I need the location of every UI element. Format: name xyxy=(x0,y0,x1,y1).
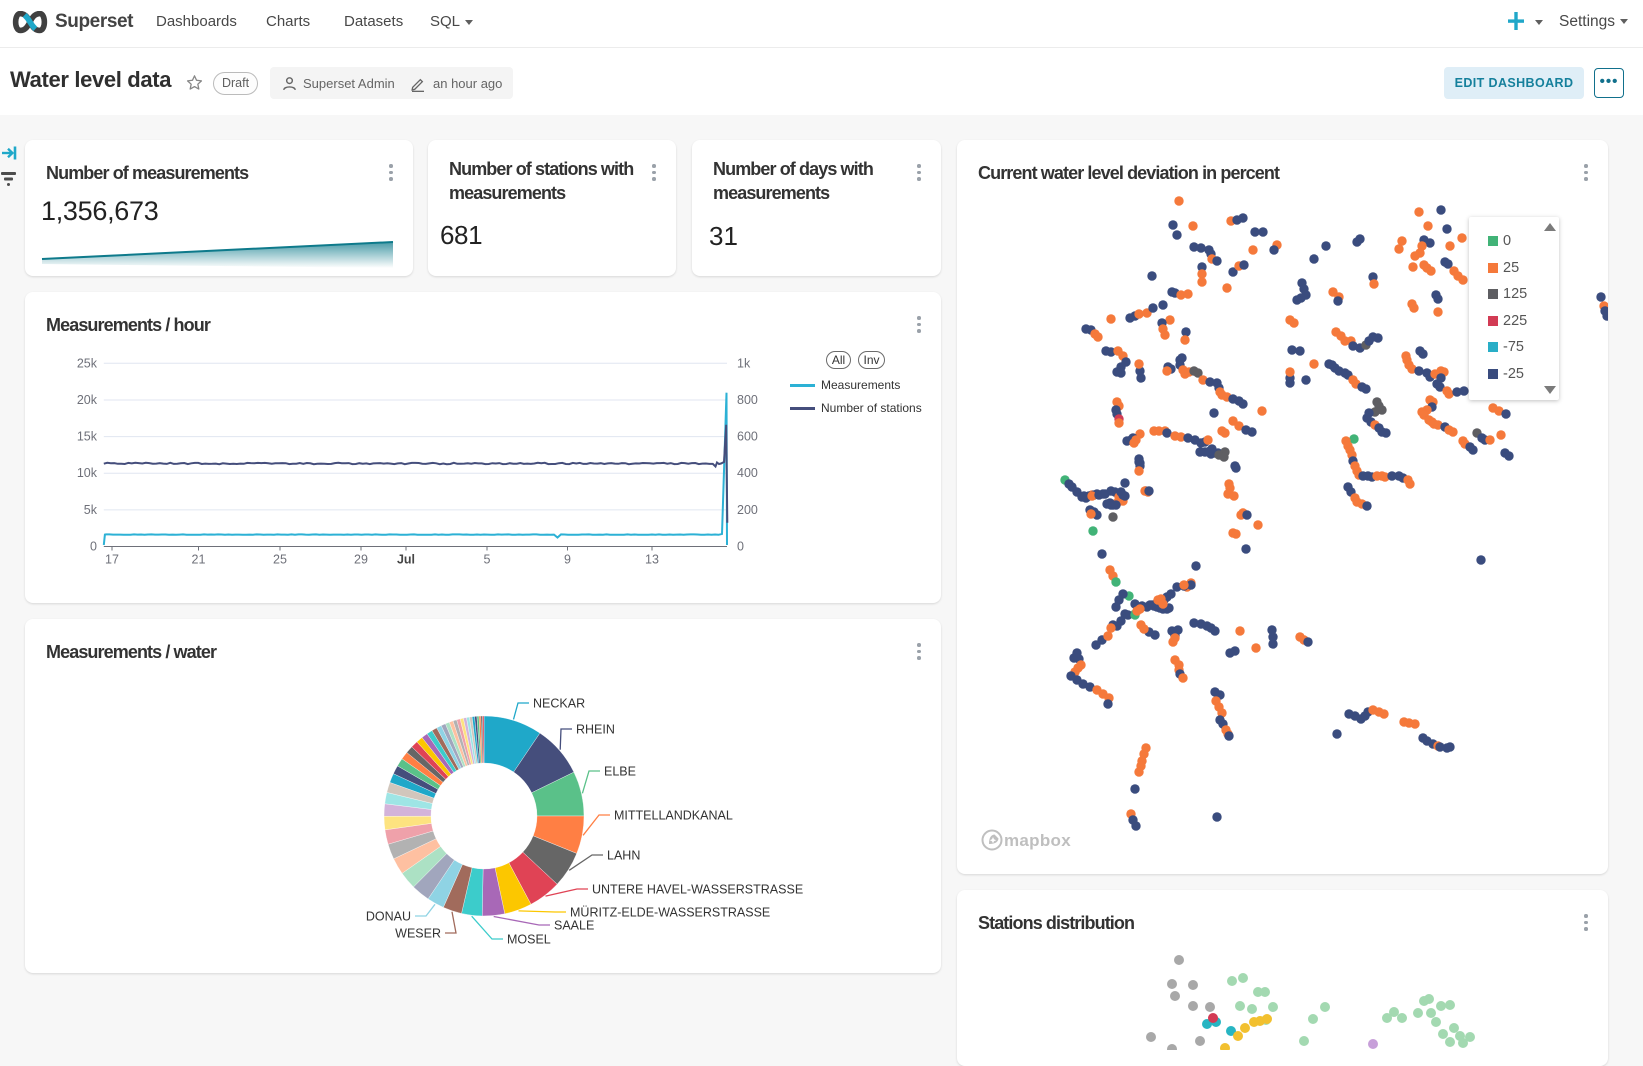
svg-text:400: 400 xyxy=(737,466,758,480)
svg-text:13: 13 xyxy=(645,553,659,567)
svg-text:SAALE: SAALE xyxy=(554,919,594,933)
svg-text:9: 9 xyxy=(564,553,571,567)
svg-text:0: 0 xyxy=(737,540,744,554)
svg-text:MOSEL: MOSEL xyxy=(507,933,551,947)
svg-text:10k: 10k xyxy=(77,466,98,480)
svg-text:25k: 25k xyxy=(77,356,98,370)
svg-text:mapbox: mapbox xyxy=(1004,831,1071,850)
svg-text:21: 21 xyxy=(192,553,206,567)
svg-text:RHEIN: RHEIN xyxy=(576,723,615,737)
svg-text:29: 29 xyxy=(354,553,368,567)
svg-text:15k: 15k xyxy=(77,430,98,444)
svg-text:Jul: Jul xyxy=(397,553,415,567)
svg-text:UNTERE HAVEL-WASSERSTRASSE: UNTERE HAVEL-WASSERSTRASSE xyxy=(592,883,803,897)
svg-text:5: 5 xyxy=(484,553,491,567)
svg-text:MÜRITZ-ELDE-WASSERSTRASSE: MÜRITZ-ELDE-WASSERSTRASSE xyxy=(570,906,770,920)
svg-text:LAHN: LAHN xyxy=(607,849,640,863)
svg-text:ELBE: ELBE xyxy=(604,765,636,779)
svg-text:800: 800 xyxy=(737,393,758,407)
svg-text:25: 25 xyxy=(273,553,287,567)
svg-text:200: 200 xyxy=(737,503,758,517)
svg-text:WESER: WESER xyxy=(395,927,441,941)
svg-text:17: 17 xyxy=(105,553,119,567)
svg-text:0: 0 xyxy=(90,540,97,554)
svg-text:600: 600 xyxy=(737,430,758,444)
svg-text:NECKAR: NECKAR xyxy=(533,697,585,711)
svg-text:MITTELLANDKANAL: MITTELLANDKANAL xyxy=(614,809,733,823)
svg-text:5k: 5k xyxy=(84,503,98,517)
svg-text:20k: 20k xyxy=(77,393,98,407)
svg-text:DONAU: DONAU xyxy=(366,910,411,924)
svg-text:1k: 1k xyxy=(737,356,751,370)
